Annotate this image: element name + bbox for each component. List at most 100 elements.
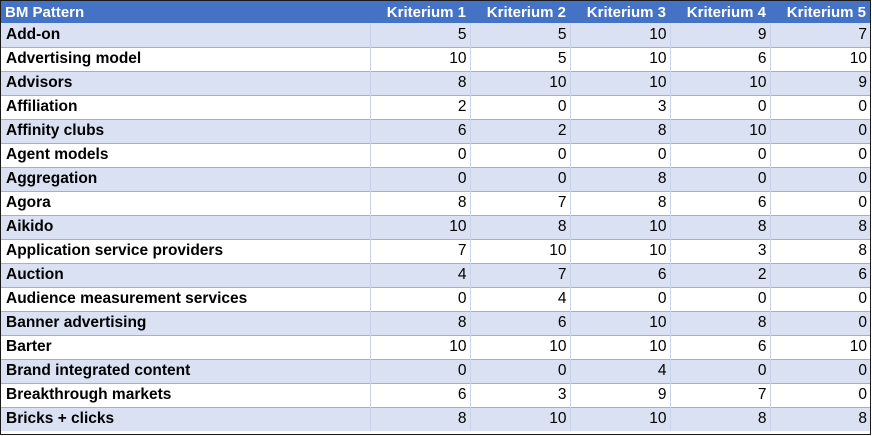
kriterium-3-cell[interactable]: 8	[569, 166, 670, 191]
kriterium-3-cell[interactable]: 0	[569, 286, 670, 311]
kriterium-3-cell[interactable]: 10	[569, 70, 670, 95]
kriterium-5-cell[interactable]: 0	[769, 166, 870, 191]
kriterium-2-cell[interactable]: 6	[469, 310, 570, 335]
kriterium-3-cell[interactable]: 10	[569, 23, 670, 47]
kriterium-4-cell[interactable]: 10	[669, 118, 770, 143]
kriterium-1-cell[interactable]: 0	[369, 142, 470, 167]
header-cell-kriterium-1[interactable]: Kriterium 1	[370, 1, 470, 23]
kriterium-2-cell[interactable]: 3	[469, 382, 570, 407]
header-cell-kriterium-4[interactable]: Kriterium 4	[670, 1, 770, 23]
kriterium-4-cell[interactable]: 8	[669, 214, 770, 239]
kriterium-2-cell[interactable]: 2	[469, 118, 570, 143]
kriterium-1-cell[interactable]: 0	[369, 286, 470, 311]
pattern-name-cell[interactable]: Application service providers	[1, 238, 370, 263]
kriterium-2-cell[interactable]: 0	[469, 358, 570, 383]
kriterium-5-cell[interactable]: 0	[769, 190, 870, 215]
kriterium-1-cell[interactable]: 0	[369, 166, 470, 191]
pattern-name-cell[interactable]: Agora	[1, 190, 370, 215]
kriterium-1-cell[interactable]: 0	[369, 358, 470, 383]
kriterium-5-cell[interactable]: 9	[769, 70, 870, 95]
pattern-name-cell[interactable]: Advertising model	[1, 46, 370, 71]
kriterium-5-cell[interactable]: 0	[769, 142, 870, 167]
kriterium-2-cell[interactable]: 10	[469, 70, 570, 95]
kriterium-4-cell[interactable]: 7	[669, 382, 770, 407]
pattern-name-cell[interactable]: Advisors	[1, 70, 370, 95]
kriterium-1-cell[interactable]: 8	[369, 190, 470, 215]
kriterium-5-cell[interactable]: 8	[769, 214, 870, 239]
kriterium-2-cell[interactable]: 4	[469, 286, 570, 311]
kriterium-3-cell[interactable]: 3	[569, 94, 670, 119]
kriterium-5-cell[interactable]: 0	[769, 118, 870, 143]
kriterium-4-cell[interactable]: 0	[669, 94, 770, 119]
kriterium-4-cell[interactable]: 0	[669, 286, 770, 311]
kriterium-1-cell[interactable]: 8	[369, 70, 470, 95]
kriterium-5-cell[interactable]: 6	[769, 262, 870, 287]
kriterium-3-cell[interactable]: 10	[569, 406, 670, 431]
kriterium-4-cell[interactable]: 0	[669, 358, 770, 383]
kriterium-5-cell[interactable]: 0	[769, 310, 870, 335]
kriterium-5-cell[interactable]: 8	[769, 406, 870, 431]
pattern-name-cell[interactable]: Aggregation	[1, 166, 370, 191]
kriterium-4-cell[interactable]: 3	[669, 238, 770, 263]
pattern-name-cell[interactable]: Bricks + clicks	[1, 406, 370, 431]
kriterium-1-cell[interactable]: 5	[369, 23, 470, 47]
kriterium-5-cell[interactable]: 7	[769, 23, 870, 47]
kriterium-4-cell[interactable]: 9	[669, 23, 770, 47]
kriterium-5-cell[interactable]: 0	[769, 286, 870, 311]
kriterium-3-cell[interactable]: 10	[569, 238, 670, 263]
header-cell-bm-pattern[interactable]: BM Pattern	[1, 1, 370, 23]
kriterium-3-cell[interactable]: 10	[569, 334, 670, 359]
kriterium-3-cell[interactable]: 0	[569, 142, 670, 167]
pattern-name-cell[interactable]: Agent models	[1, 142, 370, 167]
kriterium-5-cell[interactable]: 10	[769, 46, 870, 71]
kriterium-1-cell[interactable]: 10	[369, 214, 470, 239]
kriterium-1-cell[interactable]: 4	[369, 262, 470, 287]
kriterium-3-cell[interactable]: 8	[569, 190, 670, 215]
kriterium-2-cell[interactable]: 8	[469, 214, 570, 239]
kriterium-5-cell[interactable]: 8	[769, 238, 870, 263]
kriterium-1-cell[interactable]: 8	[369, 310, 470, 335]
kriterium-2-cell[interactable]: 0	[469, 142, 570, 167]
kriterium-5-cell[interactable]: 10	[769, 334, 870, 359]
kriterium-4-cell[interactable]: 6	[669, 334, 770, 359]
kriterium-1-cell[interactable]: 8	[369, 406, 470, 431]
pattern-name-cell[interactable]: Audience measurement services	[1, 286, 370, 311]
pattern-name-cell[interactable]: Barter	[1, 334, 370, 359]
kriterium-2-cell[interactable]: 0	[469, 166, 570, 191]
kriterium-4-cell[interactable]: 8	[669, 406, 770, 431]
pattern-name-cell[interactable]: Affinity clubs	[1, 118, 370, 143]
kriterium-5-cell[interactable]: 0	[769, 382, 870, 407]
kriterium-3-cell[interactable]: 8	[569, 118, 670, 143]
kriterium-2-cell[interactable]: 10	[469, 406, 570, 431]
kriterium-4-cell[interactable]: 8	[669, 310, 770, 335]
kriterium-1-cell[interactable]: 6	[369, 118, 470, 143]
kriterium-4-cell[interactable]: 6	[669, 46, 770, 71]
pattern-name-cell[interactable]: Banner advertising	[1, 310, 370, 335]
kriterium-4-cell[interactable]: 10	[669, 70, 770, 95]
kriterium-2-cell[interactable]: 10	[469, 238, 570, 263]
kriterium-1-cell[interactable]: 10	[369, 334, 470, 359]
kriterium-2-cell[interactable]: 5	[469, 46, 570, 71]
kriterium-5-cell[interactable]: 0	[769, 94, 870, 119]
header-cell-kriterium-3[interactable]: Kriterium 3	[570, 1, 670, 23]
kriterium-4-cell[interactable]: 0	[669, 142, 770, 167]
kriterium-4-cell[interactable]: 6	[669, 190, 770, 215]
kriterium-4-cell[interactable]: 2	[669, 262, 770, 287]
kriterium-3-cell[interactable]: 10	[569, 310, 670, 335]
header-cell-kriterium-2[interactable]: Kriterium 2	[470, 1, 570, 23]
pattern-name-cell[interactable]: Aikido	[1, 214, 370, 239]
kriterium-2-cell[interactable]: 7	[469, 190, 570, 215]
pattern-name-cell[interactable]: Breakthrough markets	[1, 382, 370, 407]
kriterium-2-cell[interactable]: 5	[469, 23, 570, 47]
kriterium-3-cell[interactable]: 9	[569, 382, 670, 407]
header-cell-kriterium-5[interactable]: Kriterium 5	[770, 1, 870, 23]
pattern-name-cell[interactable]: Affiliation	[1, 94, 370, 119]
kriterium-3-cell[interactable]: 10	[569, 214, 670, 239]
kriterium-2-cell[interactable]: 0	[469, 94, 570, 119]
kriterium-3-cell[interactable]: 10	[569, 46, 670, 71]
kriterium-2-cell[interactable]: 7	[469, 262, 570, 287]
kriterium-3-cell[interactable]: 4	[569, 358, 670, 383]
kriterium-1-cell[interactable]: 7	[369, 238, 470, 263]
pattern-name-cell[interactable]: Auction	[1, 262, 370, 287]
kriterium-1-cell[interactable]: 6	[369, 382, 470, 407]
